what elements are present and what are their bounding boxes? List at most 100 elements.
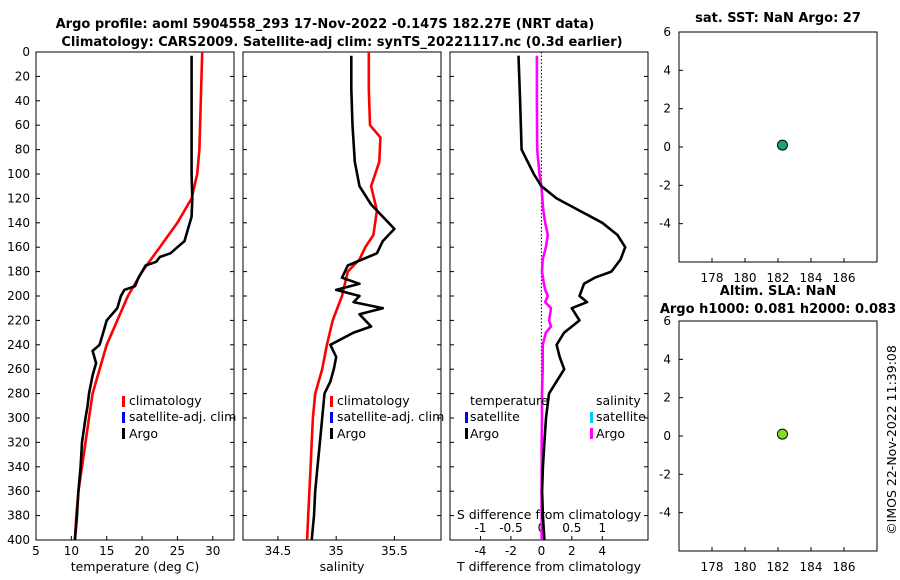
depth-tick-label: 240 xyxy=(7,338,30,352)
sst-data-point xyxy=(776,139,788,151)
depth-tick-label: 220 xyxy=(7,313,30,327)
t-difference-tick-label: 4 xyxy=(598,544,606,558)
difference-xlabel: T difference from climatology xyxy=(456,559,642,574)
temperature-tick-label: 15 xyxy=(99,544,114,558)
scatter-y-tick-label: -2 xyxy=(659,467,671,481)
depth-tick-label: 320 xyxy=(7,435,30,449)
scatter-y-tick-label: 2 xyxy=(663,391,671,405)
depth-tick-label: 120 xyxy=(7,191,30,205)
temperature-tick-label: 5 xyxy=(32,544,40,558)
depth-tick-label: 60 xyxy=(15,118,30,132)
scatter-x-tick-label: 180 xyxy=(734,271,757,285)
scatter-y-tick-label: 4 xyxy=(663,352,671,366)
t-difference-tick-label: -2 xyxy=(505,544,517,558)
depth-tick-label: 40 xyxy=(15,94,30,108)
sst-title: sat. SST: NaN Argo: 27 xyxy=(695,11,861,26)
temperature-xlabel: temperature (deg C) xyxy=(71,559,200,574)
depth-tick-label: 140 xyxy=(7,216,30,230)
s-difference-argo-line xyxy=(535,55,553,540)
salinity-tick-label: 34.5 xyxy=(265,544,292,558)
legend-swatch-t-argo xyxy=(465,428,468,439)
salinity-tick-label: 35.5 xyxy=(381,544,408,558)
depth-tick-label: 200 xyxy=(7,289,30,303)
legend-swatch-climatology xyxy=(122,396,125,407)
temperature-tick-label: 10 xyxy=(64,544,79,558)
scatter-y-tick-label: 0 xyxy=(663,429,671,443)
depth-tick-label: 400 xyxy=(7,533,30,547)
legend-swatch-t-satellite xyxy=(465,412,468,423)
scatter-y-tick-label: -4 xyxy=(659,217,671,231)
scatter-x-tick-label: 182 xyxy=(767,560,790,574)
legend-title-salinity: salinity xyxy=(596,393,641,408)
legend-swatch-climatology xyxy=(330,396,333,407)
sla-data-point xyxy=(776,428,788,440)
scatter-x-tick-label: 184 xyxy=(800,271,823,285)
watermark: ©IMOS 22-Nov-2022 11:39:08 xyxy=(884,345,899,535)
t-difference-tick-label: 2 xyxy=(568,544,576,558)
depth-tick-label: 80 xyxy=(15,143,30,157)
temperature-legend: climatology satellite-adj. clim Argo xyxy=(122,393,236,441)
depth-tick-label: 260 xyxy=(7,362,30,376)
scatter-x-tick-label: 180 xyxy=(734,560,757,574)
s-difference-tick-label: -0.5 xyxy=(499,521,522,535)
temperature-argo-line xyxy=(73,55,194,541)
legend-swatch-satellite xyxy=(122,412,125,423)
legend-swatch-s-argo xyxy=(590,428,593,439)
t-difference-argo-line xyxy=(517,55,627,541)
temperature-climatology-line xyxy=(73,51,204,541)
salinity-argo-line xyxy=(310,55,396,541)
legend-label-satellite: satellite-adj. clim xyxy=(129,409,236,424)
legend-swatch-satellite xyxy=(330,412,333,423)
sla-subtitle: Argo h1000: 0.081 h2000: 0.083 xyxy=(660,302,896,317)
sla-title: Altim. SLA: NaN xyxy=(720,284,836,299)
legend-label-argo: Argo xyxy=(337,426,366,441)
legend-swatch-argo xyxy=(122,428,125,439)
difference-legend: temperature salinity satellite Argo sate… xyxy=(465,393,646,441)
s-difference-tick-label: 0.5 xyxy=(562,521,581,535)
depth-tick-label: 20 xyxy=(15,69,30,83)
legend-swatch-s-satellite xyxy=(590,412,593,423)
scatter-x-tick-label: 182 xyxy=(767,271,790,285)
depth-tick-label: 180 xyxy=(7,265,30,279)
temperature-tick-label: 30 xyxy=(205,544,220,558)
legend-label-climatology: climatology xyxy=(337,393,410,408)
legend-label-satellite: satellite-adj. clim xyxy=(337,409,444,424)
legend-label-argo: Argo xyxy=(129,426,158,441)
t-difference-tick-label: -4 xyxy=(474,544,486,558)
depth-tick-label: 300 xyxy=(7,411,30,425)
s-difference-tick-label: -1 xyxy=(474,521,486,535)
salinity-xlabel: salinity xyxy=(320,559,365,574)
depth-tick-label: 100 xyxy=(7,167,30,181)
depth-tick-label: 380 xyxy=(7,509,30,523)
legend-label-s-satellite: satellite xyxy=(596,409,646,424)
temperature-tick-label: 20 xyxy=(134,544,149,558)
difference-xlabel-top: S difference from climatology xyxy=(457,507,642,522)
temperature-axes xyxy=(35,51,235,541)
t-difference-tick-label: 0 xyxy=(538,544,546,558)
scatter-x-tick-label: 178 xyxy=(701,271,724,285)
depth-tick-label: 160 xyxy=(7,240,30,254)
scatter-y-tick-label: -2 xyxy=(659,178,671,192)
depth-tick-label: 280 xyxy=(7,387,30,401)
salinity-climatology-line xyxy=(305,52,382,541)
scatter-x-tick-label: 186 xyxy=(833,271,856,285)
scatter-x-tick-label: 178 xyxy=(701,560,724,574)
scatter-y-tick-label: 6 xyxy=(663,25,671,39)
depth-tick-label: 0 xyxy=(22,45,30,59)
scatter-x-tick-label: 186 xyxy=(833,560,856,574)
legend-label-t-argo: Argo xyxy=(470,426,499,441)
salinity-tick-label: 35 xyxy=(329,544,344,558)
legend-swatch-argo xyxy=(330,428,333,439)
temperature-tick-label: 25 xyxy=(170,544,185,558)
scatter-y-tick-label: 6 xyxy=(663,314,671,328)
scatter-y-tick-label: -4 xyxy=(659,506,671,520)
legend-label-climatology: climatology xyxy=(129,393,202,408)
s-difference-tick-label: 1 xyxy=(598,521,606,535)
title-line-1: Argo profile: aoml 5904558_293 17-Nov-20… xyxy=(56,17,595,32)
depth-tick-label: 360 xyxy=(7,484,30,498)
title-line-2: Climatology: CARS2009. Satellite-adj cli… xyxy=(61,35,622,50)
depth-tick-label: 340 xyxy=(7,460,30,474)
scatter-y-tick-label: 0 xyxy=(663,140,671,154)
legend-label-s-argo: Argo xyxy=(596,426,625,441)
